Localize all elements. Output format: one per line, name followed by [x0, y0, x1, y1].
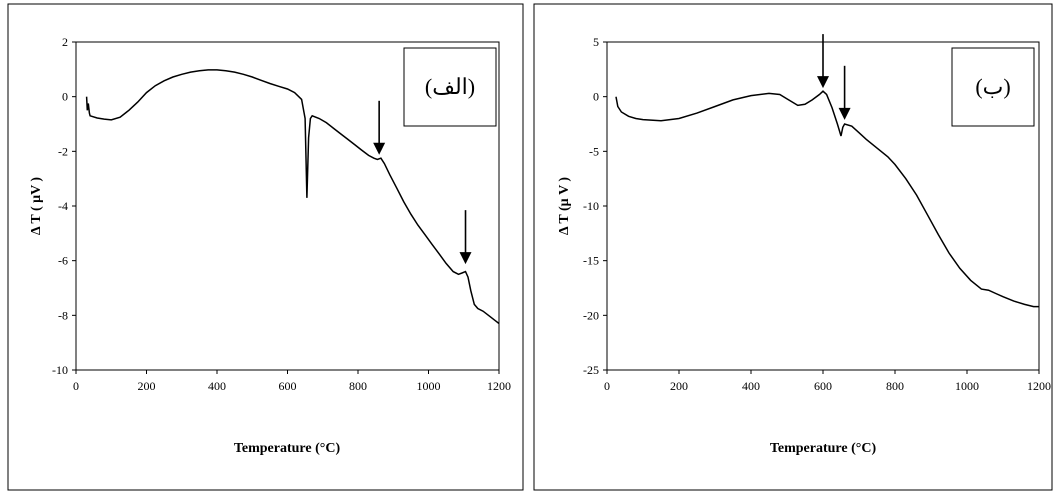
panel-label-box — [951, 47, 1035, 127]
y-tick-label: -10 — [583, 199, 599, 213]
y-tick-label: -10 — [52, 363, 68, 377]
y-tick-label: -20 — [583, 308, 599, 322]
x-tick-label: 200 — [670, 379, 688, 393]
x-tick-label: 1200 — [487, 379, 511, 393]
y-tick-label: -8 — [58, 308, 68, 322]
panel-label: (الف) — [425, 74, 475, 99]
x-axis-label: Temperature (°C) — [770, 441, 877, 456]
y-tick-label: -6 — [58, 254, 68, 268]
annotation-arrows — [373, 100, 472, 265]
y-axis: 2 0 -2 -4 -6 -8 -10 — [52, 35, 76, 377]
x-tick-label: 800 — [349, 379, 367, 393]
arrow-head — [838, 107, 851, 120]
chart-panel-be: 5 0 -5 -10 -15 -20 -25 0 200 400 600 800 1000 1200 (… — [533, 3, 1053, 491]
y-tick-label: 2 — [62, 35, 68, 49]
x-tick-label: 1200 — [1027, 379, 1051, 393]
panel-label: (ب) — [975, 74, 1010, 99]
data-series-line — [85, 69, 500, 325]
x-tick-label: 200 — [138, 379, 156, 393]
annotation-arrows — [817, 34, 851, 120]
arrow-head — [817, 76, 829, 89]
y-tick-label: -2 — [58, 144, 68, 158]
x-axis: 0 200 400 600 800 1000 1200 — [73, 370, 511, 393]
x-tick-label: 400 — [742, 379, 760, 393]
x-tick-label: 1000 — [955, 379, 979, 393]
x-axis-label: Temperature (°C) — [234, 441, 341, 456]
arrow-head — [373, 142, 386, 155]
x-tick-label: 1000 — [417, 379, 441, 393]
y-axis-label: Δ T ( μV ) — [29, 177, 44, 236]
chart-panel-alef: 2 0 -2 -4 -6 -8 -10 0 200 400 600 800 1000 1200 (الف… — [7, 3, 524, 491]
y-tick-label: -4 — [58, 199, 68, 213]
y-tick-label: -5 — [589, 144, 599, 158]
y-axis: 5 0 -5 -10 -15 -20 -25 — [583, 35, 607, 377]
y-axis-label: Δ T (μ V ) — [557, 177, 572, 236]
x-tick-label: 0 — [604, 379, 610, 393]
y-tick-label: 0 — [593, 90, 599, 104]
panel-label-box — [403, 47, 497, 127]
x-tick-label: 800 — [886, 379, 904, 393]
x-tick-label: 600 — [279, 379, 297, 393]
data-series-line — [615, 90, 1039, 308]
y-tick-label: 5 — [593, 35, 599, 49]
x-tick-label: 400 — [208, 379, 226, 393]
x-tick-label: 0 — [73, 379, 79, 393]
x-axis: 0 200 400 600 800 1000 1200 — [604, 370, 1051, 393]
y-tick-label: -25 — [583, 363, 599, 377]
x-tick-label: 600 — [814, 379, 832, 393]
y-tick-label: 0 — [62, 90, 68, 104]
arrow-head — [459, 252, 472, 265]
y-tick-label: -15 — [583, 254, 599, 268]
